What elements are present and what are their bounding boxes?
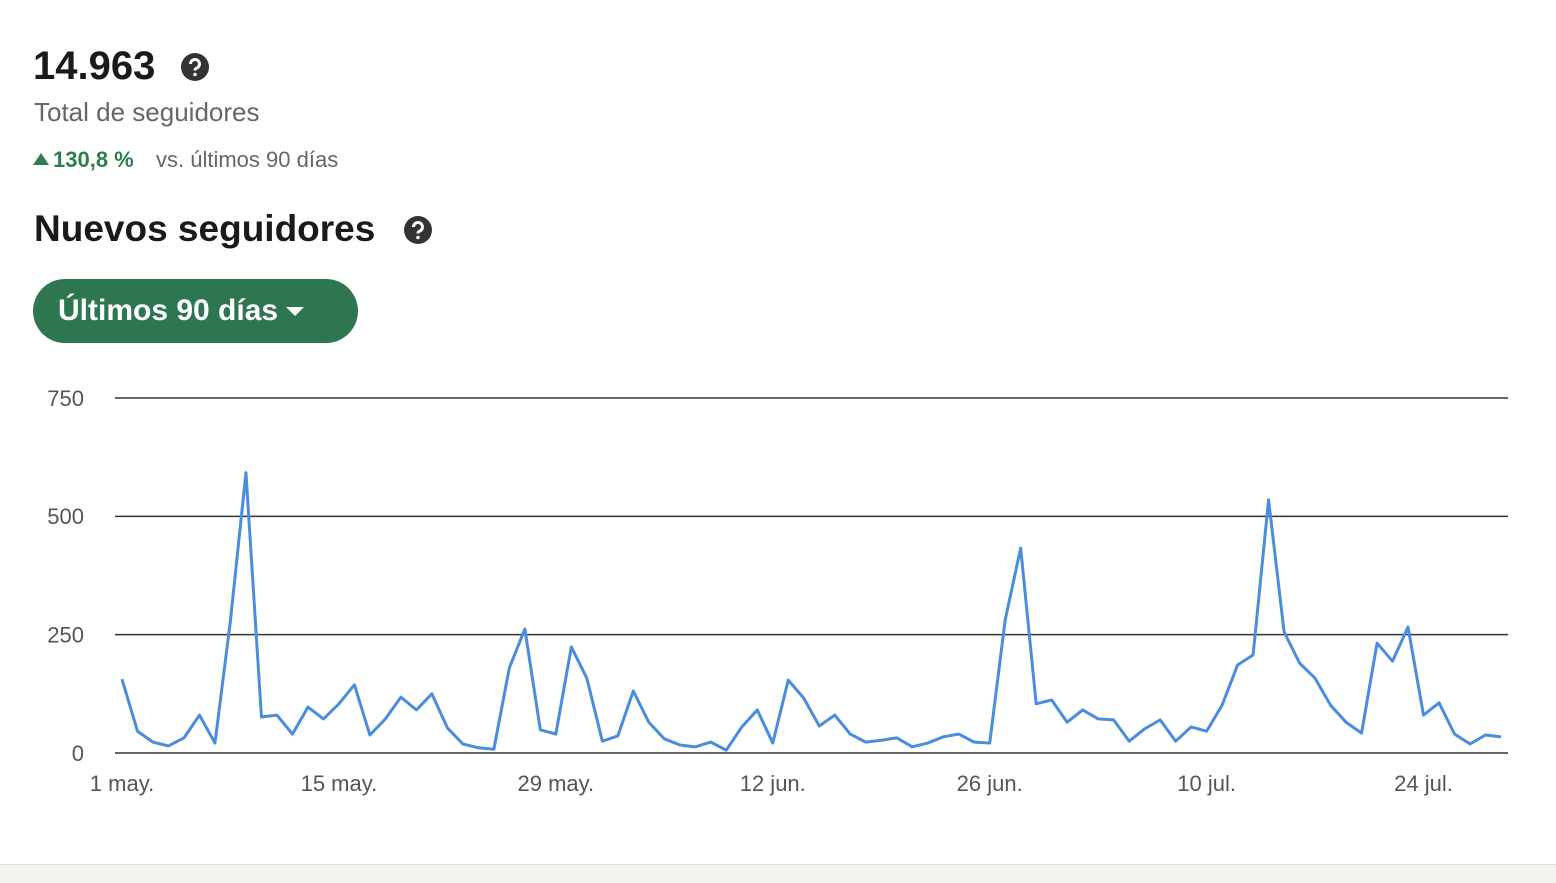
y-tick-label: 250	[47, 622, 84, 647]
data-line	[120, 471, 1502, 752]
change-label: vs. últimos 90 días	[156, 147, 339, 172]
x-tick-label: 24 jul.	[1394, 771, 1453, 796]
x-tick-label: 1 may.	[90, 771, 154, 796]
total-followers: 14.963	[33, 44, 156, 88]
change-value: 130,8 %	[53, 147, 134, 172]
y-tick-label: 750	[47, 386, 84, 411]
x-tick-label: 10 jul.	[1177, 771, 1236, 796]
y-tick-label: 500	[47, 504, 84, 529]
help-icon[interactable]	[403, 215, 433, 245]
y-tick-label: 0	[72, 741, 84, 766]
x-tick-label: 15 may.	[301, 771, 378, 796]
x-tick-label: 12 jun.	[740, 771, 806, 796]
x-tick-label: 29 may.	[518, 771, 595, 796]
footer-bar	[0, 864, 1556, 883]
x-tick-label: 26 jun.	[957, 771, 1023, 796]
up-arrow	[33, 153, 49, 165]
range-label: Últimos 90 días	[58, 294, 279, 327]
help-icon[interactable]	[180, 52, 210, 82]
total-label: Total de seguidores	[34, 97, 260, 127]
section-title: Nuevos seguidores	[34, 208, 376, 249]
caret	[286, 307, 305, 317]
chart: 0 250 500 750 1 may. 15 may. 29 may. 12 jun. 26 …	[47, 386, 1508, 796]
range-dropdown[interactable]: Últimos 90 días	[33, 279, 358, 343]
